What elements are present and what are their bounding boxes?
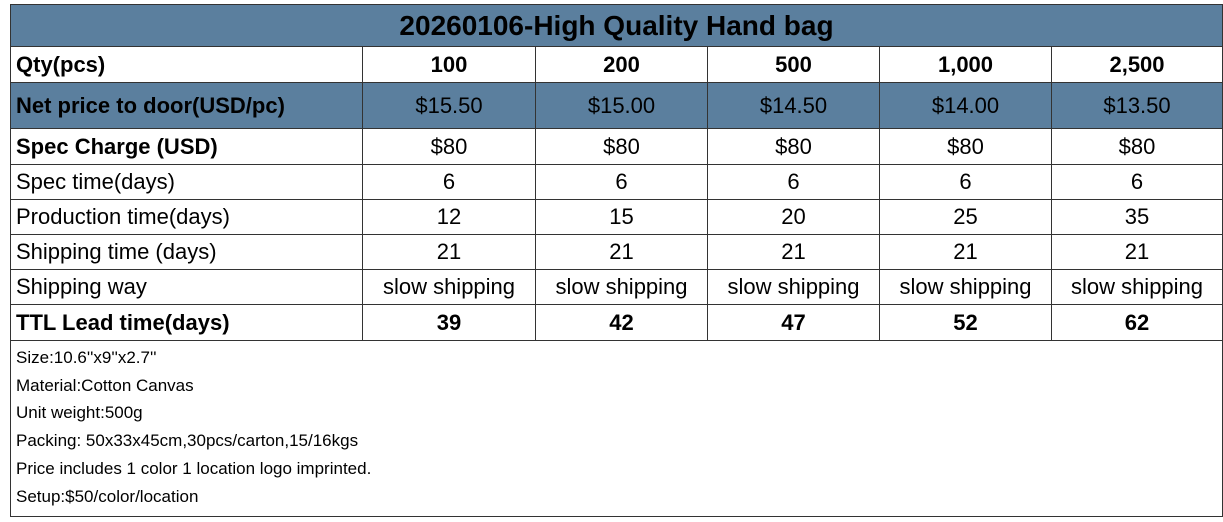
row-value: $14.50 — [707, 82, 880, 129]
row-value: 1,000 — [879, 46, 1052, 83]
row-value: 62 — [1051, 304, 1223, 341]
row-value: 21 — [362, 234, 536, 270]
row-value: 200 — [535, 46, 708, 83]
row-value: 15 — [535, 199, 708, 235]
notes-box: Size:10.6''x9''x2.7'' Material:Cotton Can… — [10, 340, 1223, 517]
row-value: slow shipping — [707, 269, 880, 305]
row-label: Net price to door(USD/pc) — [10, 82, 363, 129]
row-value: 6 — [1051, 164, 1223, 200]
row-value: 6 — [535, 164, 708, 200]
row-value: 47 — [707, 304, 880, 341]
row-value: slow shipping — [879, 269, 1052, 305]
row-value: 12 — [362, 199, 536, 235]
row-value: $15.50 — [362, 82, 536, 129]
row-label: Shipping time (days) — [10, 234, 363, 270]
row-value: $15.00 — [535, 82, 708, 129]
row-label: Qty(pcs) — [10, 46, 363, 83]
row-value: $14.00 — [879, 82, 1052, 129]
row-value: 42 — [535, 304, 708, 341]
note-line: Material:Cotton Canvas — [16, 375, 194, 395]
row-value: 35 — [1051, 199, 1223, 235]
row-value: 100 — [362, 46, 536, 83]
row-value: slow shipping — [1051, 269, 1223, 305]
row-label: TTL Lead time(days) — [10, 304, 363, 341]
row-value: 52 — [879, 304, 1052, 341]
row-label: Spec time(days) — [10, 164, 363, 200]
row-value: slow shipping — [535, 269, 708, 305]
row-label: Spec Charge (USD) — [10, 128, 363, 165]
row-value: 25 — [879, 199, 1052, 235]
row-value: $80 — [362, 128, 536, 165]
row-value: $80 — [535, 128, 708, 165]
row-value: 21 — [707, 234, 880, 270]
note-line: Unit weight:500g — [16, 403, 143, 423]
row-value: $80 — [1051, 128, 1223, 165]
sheet-title: 20260106-High Quality Hand bag — [10, 4, 1223, 47]
note-line: Size:10.6''x9''x2.7'' — [16, 348, 157, 367]
row-value: 6 — [362, 164, 536, 200]
row-value: 2,500 — [1051, 46, 1223, 83]
row-value: $13.50 — [1051, 82, 1223, 129]
note-line: Packing: 50x33x45cm,30pcs/carton,15/16kg… — [16, 431, 359, 451]
row-value: $80 — [879, 128, 1052, 165]
row-value: $80 — [707, 128, 880, 165]
row-value: 21 — [1051, 234, 1223, 270]
row-value: 500 — [707, 46, 880, 83]
row-value: 39 — [362, 304, 536, 341]
row-label: Shipping way — [10, 269, 363, 305]
row-value: 6 — [879, 164, 1052, 200]
row-value: 20 — [707, 199, 880, 235]
row-value: 21 — [535, 234, 708, 270]
note-line: Setup:$50/color/location — [16, 486, 199, 506]
note-line: Price includes 1 color 1 location logo i… — [16, 458, 372, 478]
row-value: 21 — [879, 234, 1052, 270]
row-value: 6 — [707, 164, 880, 200]
row-label: Production time(days) — [10, 199, 363, 235]
row-value: slow shipping — [362, 269, 536, 305]
